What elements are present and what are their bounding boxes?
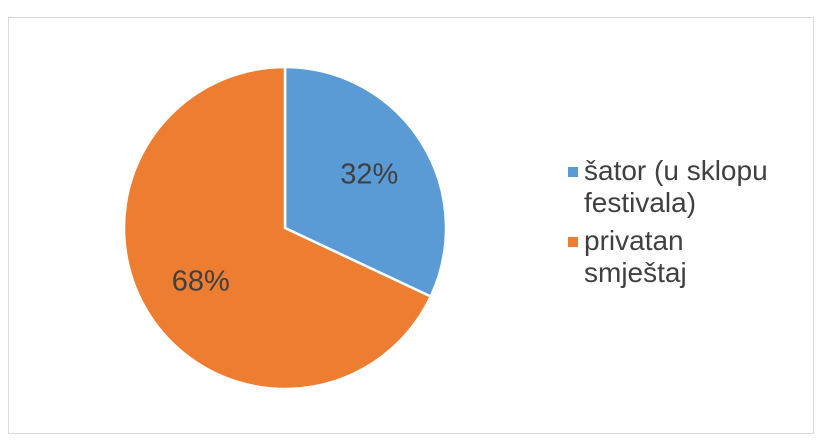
legend-label-sator-line1: šator (u sklopu [584, 155, 768, 186]
pie-slice-1 [122, 65, 433, 391]
legend-swatch-privatan-smjestaj [568, 237, 578, 247]
pie-slices [122, 65, 448, 391]
data-label-1: 68% [172, 265, 230, 297]
legend: šator (u sklopu festivala) privatan smje… [568, 155, 813, 295]
pie-data-labels: 32% 68% [172, 159, 399, 298]
legend-item-sator: šator (u sklopu festivala) [568, 155, 813, 219]
legend-label-privatan-line1: privatan [584, 225, 684, 256]
legend-item-privatan-smjestaj: privatan smještaj [568, 225, 813, 289]
legend-label-sator-line2: festivala) [584, 187, 697, 218]
legend-swatch-sator [568, 167, 578, 177]
data-label-0: 32% [340, 159, 398, 191]
pie-slice-0 [283, 65, 448, 299]
legend-label-privatan-line2: smještaj [584, 257, 687, 288]
